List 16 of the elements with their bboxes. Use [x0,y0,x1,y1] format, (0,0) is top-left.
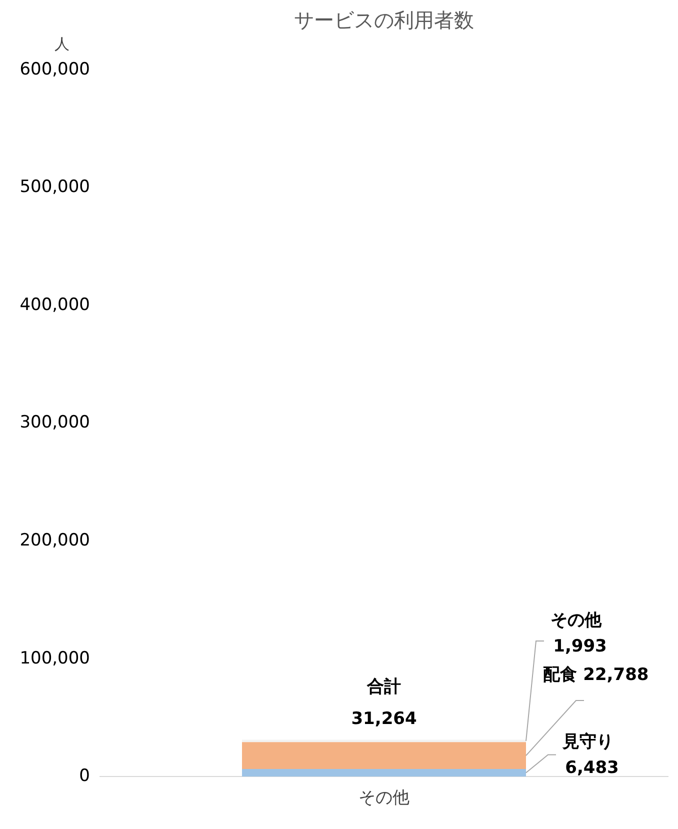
y-tick-label: 200,000 [20,530,90,550]
y-tick-label: 600,000 [20,59,90,80]
y-tick-label: 300,000 [20,412,90,433]
text: 配食 22,788 [543,664,649,685]
text: 見守り [562,732,614,752]
y-tick-label: 500,000 [20,177,90,198]
total-label: 31,264 [351,709,417,730]
y-tick-label: 0 [79,766,90,786]
chart-title: サービスの利用者数 [294,8,474,32]
y-tick-label: 100,000 [20,648,90,668]
text: その他 [550,610,602,630]
annotation: 合計 [366,677,401,698]
y-tick-label: 400,000 [20,294,90,315]
data-label: 1,993 [553,636,607,656]
data-label: 6,483 [565,758,619,778]
y-axis-title: 人 [54,34,70,53]
